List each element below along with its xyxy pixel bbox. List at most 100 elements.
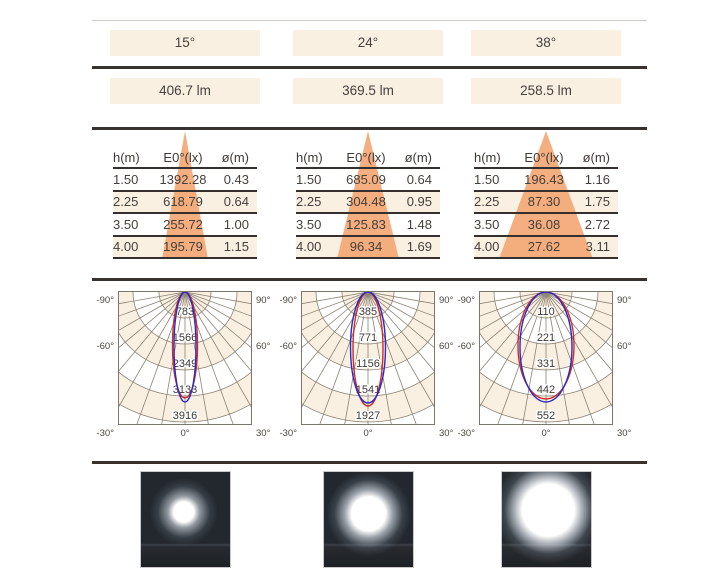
ring-label: 221: [537, 332, 555, 344]
cell-height: 2.25: [113, 194, 139, 210]
angle-label: 60°: [256, 341, 271, 352]
table-row: 4.00 96.34 1.69: [296, 237, 440, 259]
cell-diameter: 1.15: [223, 239, 249, 255]
cell-height: 1.50: [296, 171, 322, 187]
column-24deg: 24° 369.5 lm h(m) E0°(lx) ø(m) 1.50 685.…: [275, 0, 461, 585]
cell-height: 3.50: [474, 216, 500, 232]
luminous-flux-label: 258.5 lm: [471, 78, 621, 104]
divider-3: [92, 278, 647, 281]
cell-illuminance: 27.62: [527, 239, 561, 255]
angle-label: 30°: [617, 428, 632, 439]
angle-label: -30°: [279, 428, 297, 439]
cell-illuminance: 304.48: [346, 194, 386, 210]
top-divider: [92, 20, 647, 21]
angle-label: 60°: [439, 341, 454, 352]
cell-diameter: 1.75: [584, 194, 610, 210]
table-row: 2.25 304.48 0.95: [296, 192, 440, 214]
table-row: 3.50 255.72 1.00: [113, 214, 257, 237]
table-header-row: h(m) E0°(lx) ø(m): [474, 148, 618, 169]
angle-label: 0°: [180, 428, 190, 439]
cell-diameter: 0.64: [223, 194, 249, 210]
cell-height: 3.50: [296, 216, 322, 232]
cell-diameter: 1.00: [223, 216, 249, 232]
angle-label: -90°: [457, 295, 475, 306]
polar-intensity-chart: 783 1566 2349 3133 3916: [118, 291, 252, 425]
col-header-diameter: ø(m): [221, 150, 249, 165]
divider-2: [92, 127, 647, 130]
cell-height: 3.50: [113, 216, 139, 232]
table-header-row: h(m) E0°(lx) ø(m): [113, 148, 257, 169]
column-38deg: 38° 258.5 lm h(m) E0°(lx) ø(m) 1.50 196.…: [453, 0, 639, 585]
col-header-diameter: ø(m): [404, 150, 432, 165]
angle-label: -90°: [96, 295, 114, 306]
cell-diameter: 0.43: [223, 171, 249, 187]
table-row: 4.00 195.79 1.15: [113, 237, 257, 259]
col-header-h: h(m): [474, 150, 501, 165]
table-header-row: h(m) E0°(lx) ø(m): [296, 148, 440, 169]
beam-angle-label: 38°: [471, 30, 621, 56]
angle-label: 0°: [541, 428, 551, 439]
cell-height: 2.25: [296, 194, 322, 210]
cell-diameter: 0.64: [406, 171, 432, 187]
cell-illuminance: 36.08: [527, 216, 561, 232]
illuminance-table: h(m) E0°(lx) ø(m) 1.50 196.43 1.16 2.25 …: [474, 148, 618, 259]
ring-label: 442: [537, 384, 555, 396]
cell-height: 4.00: [474, 239, 500, 255]
angle-label: 90°: [256, 295, 271, 306]
table-row: 1.50 685.09 0.64: [296, 169, 440, 192]
ring-label: 771: [359, 332, 377, 344]
ring-label: 2349: [173, 358, 197, 370]
table-row: 1.50 1392.28 0.43: [113, 169, 257, 192]
angle-label: -60°: [457, 341, 475, 352]
col-header-diameter: ø(m): [582, 150, 610, 165]
ring-label: 385: [359, 306, 377, 318]
table-row: 3.50 36.08 2.72: [474, 214, 618, 237]
cell-illuminance: 618.79: [163, 194, 203, 210]
beam-photo: [323, 471, 414, 568]
cell-height: 4.00: [113, 239, 139, 255]
table-row: 1.50 196.43 1.16: [474, 169, 618, 192]
illuminance-table: h(m) E0°(lx) ø(m) 1.50 1392.28 0.43 2.25…: [113, 148, 257, 259]
ring-label: 1566: [173, 332, 197, 344]
col-header-e0: E0°(lx): [524, 150, 564, 165]
beam-angle-label: 15°: [110, 30, 260, 56]
table-row: 4.00 27.62 3.11: [474, 237, 618, 259]
cell-illuminance: 96.34: [349, 239, 383, 255]
cell-height: 4.00: [296, 239, 322, 255]
angle-label: -60°: [96, 341, 114, 352]
beam-photo: [501, 471, 592, 568]
ring-label: 1541: [356, 384, 380, 396]
angle-label: -90°: [279, 295, 297, 306]
cell-height: 1.50: [474, 171, 500, 187]
cell-diameter: 1.16: [584, 171, 610, 187]
luminous-flux-label: 369.5 lm: [293, 78, 443, 104]
illuminance-table: h(m) E0°(lx) ø(m) 1.50 685.09 0.64 2.25 …: [296, 148, 440, 259]
col-header-e0: E0°(lx): [163, 150, 203, 165]
cell-illuminance: 196.43: [524, 171, 564, 187]
angle-label: 60°: [617, 341, 632, 352]
column-15deg: 15° 406.7 lm h(m) E0°(lx) ø(m) 1.50 1392…: [92, 0, 278, 585]
angle-label: -30°: [457, 428, 475, 439]
cell-illuminance: 685.09: [346, 171, 386, 187]
luminous-flux-label: 406.7 lm: [110, 78, 260, 104]
ring-label: 552: [537, 410, 555, 422]
angle-label: 90°: [439, 295, 454, 306]
cell-diameter: 1.48: [406, 216, 432, 232]
cell-illuminance: 195.79: [163, 239, 203, 255]
polar-intensity-chart: 385 771 1156 1541 1927: [301, 291, 435, 425]
cell-illuminance: 87.30: [527, 194, 561, 210]
cell-diameter: 1.69: [406, 239, 432, 255]
beam-angle-label: 24°: [293, 30, 443, 56]
angle-label: 0°: [363, 428, 373, 439]
cell-height: 1.50: [113, 171, 139, 187]
ring-label: 331: [537, 358, 555, 370]
angle-label: 90°: [617, 295, 632, 306]
ring-label: 783: [176, 306, 194, 318]
beam-photo: [140, 471, 231, 568]
polar-intensity-chart: 110 221 331 442 552: [479, 291, 613, 425]
table-row: 2.25 618.79 0.64: [113, 192, 257, 214]
col-header-e0: E0°(lx): [346, 150, 386, 165]
ring-label: 1927: [356, 410, 380, 422]
cell-height: 2.25: [474, 194, 500, 210]
